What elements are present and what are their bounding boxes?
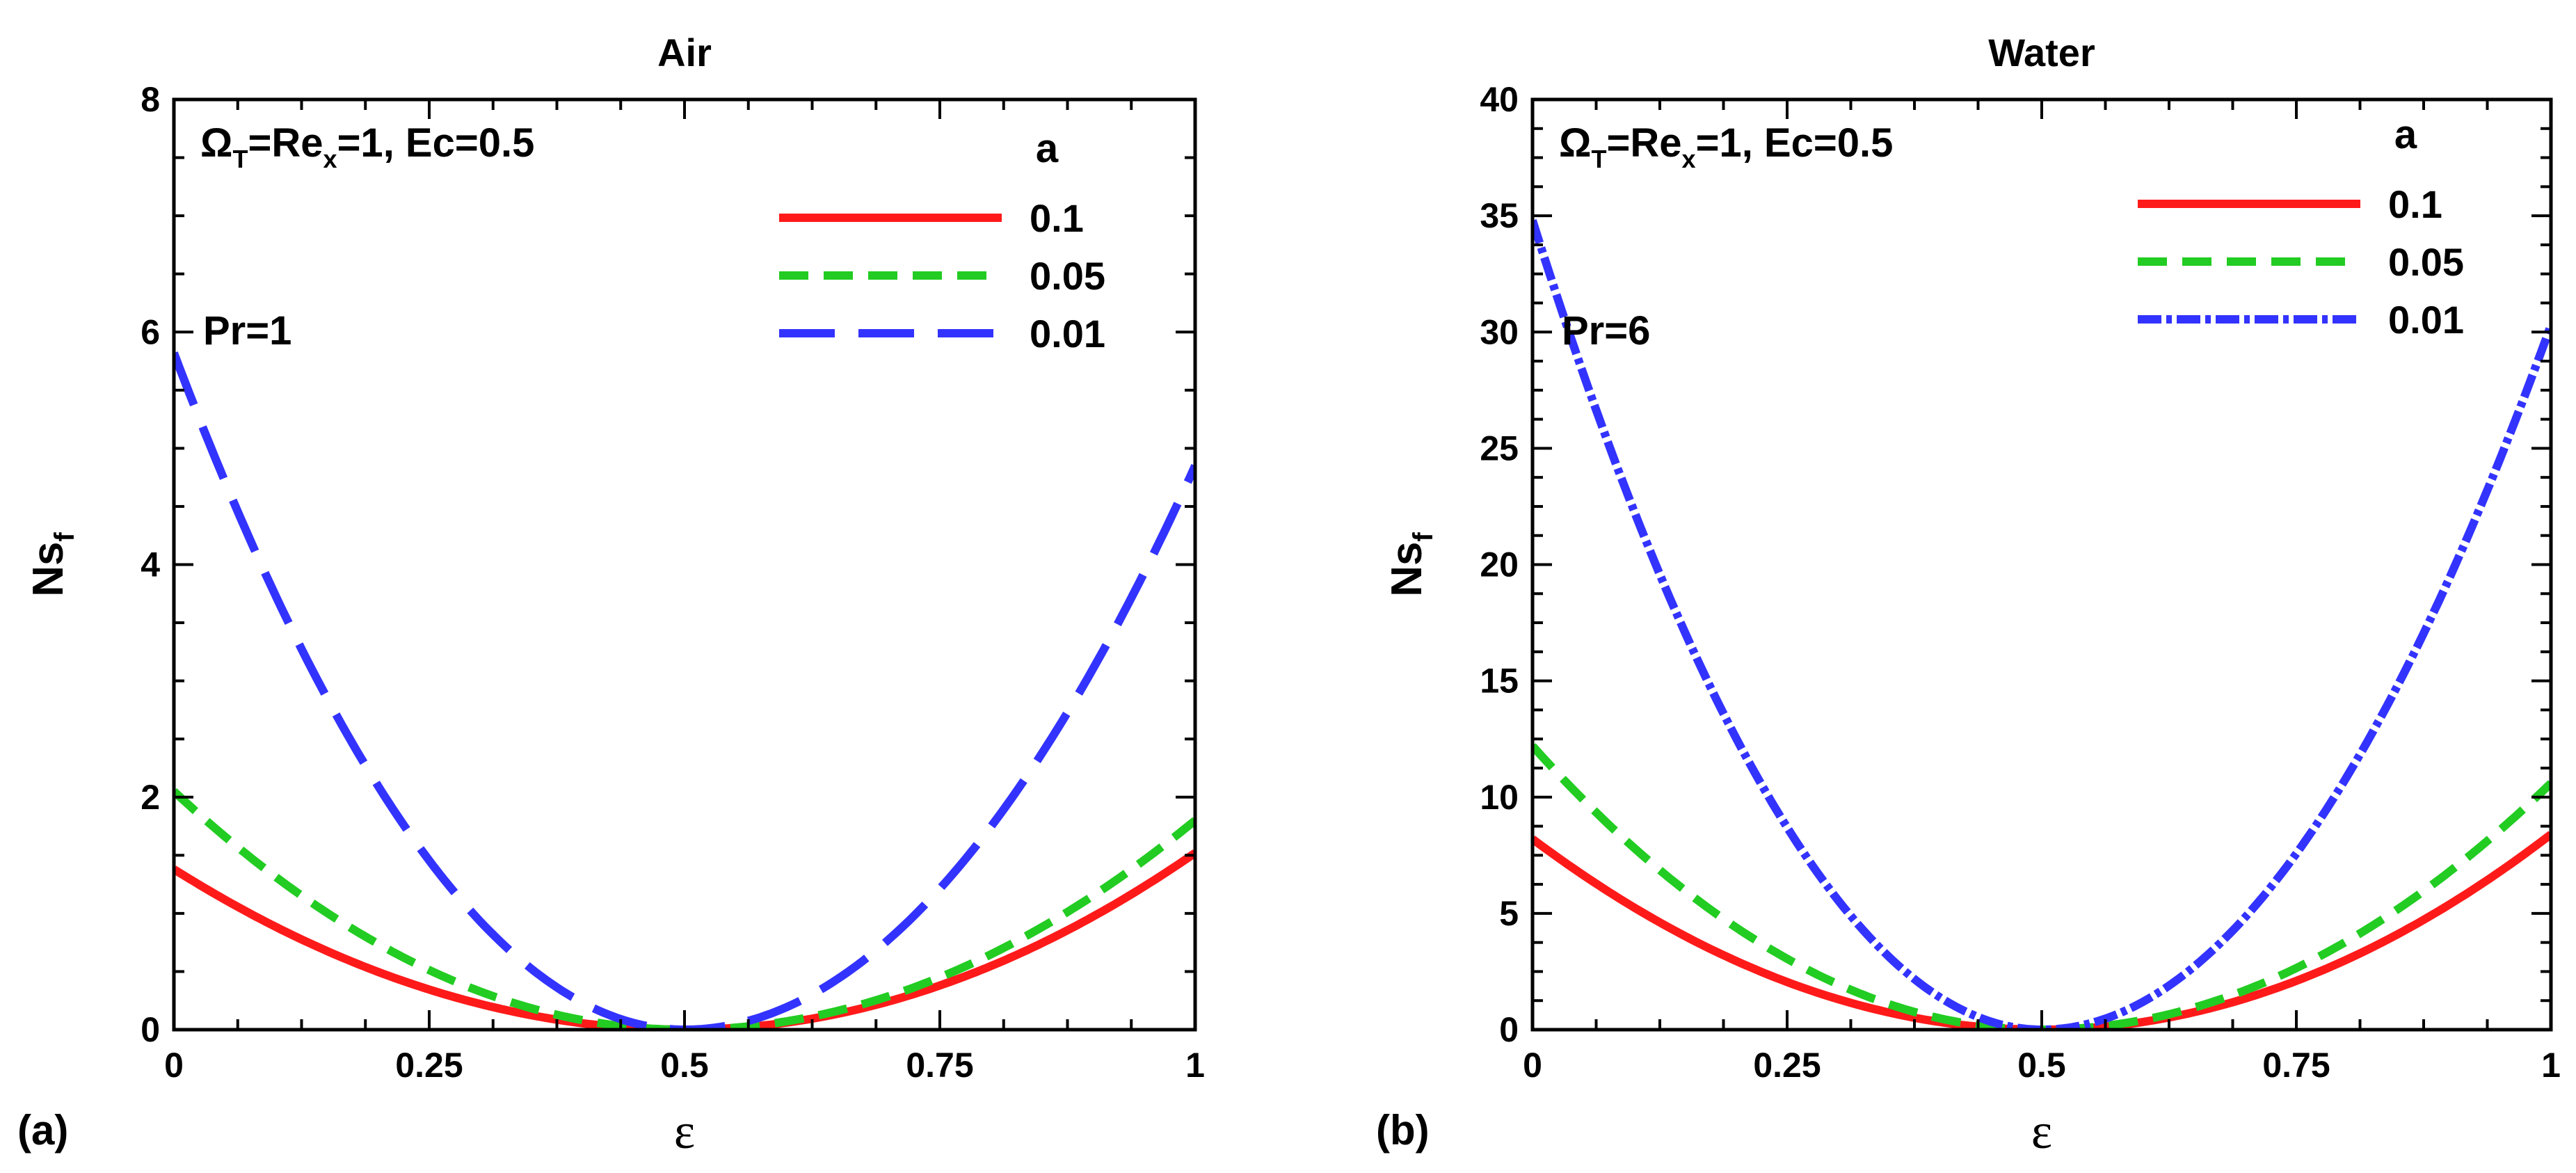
x-tick-label: 0.75 [2262,1046,2330,1085]
y-tick-label: 6 [141,312,160,351]
panel-label: (b) [1376,1107,1430,1154]
parameter-annotation: ΩT=Rex=1, Ec=0.5 [1559,120,1893,173]
y-axis-label-main: Ns [1383,542,1431,597]
x-tick-label: 1 [1185,1046,1205,1085]
x-tick-label: 0 [164,1046,184,1085]
panel-air: Air 0 0.25 0.5 0.75 1 0 2 4 6 8 ε Nsf (a) ΩT=Rex=1, Ec… [17,31,1205,1159]
legend: a 0.1 0.05 0.01 [2138,112,2464,342]
legend: a 0.1 0.05 0.01 [779,126,1105,356]
y-tick-label: 0 [1499,1010,1519,1049]
plot-frame [1530,97,2553,1032]
x-tick-label: 0.75 [906,1046,973,1085]
legend-label: 0.01 [1030,312,1105,356]
x-axis-label: ε [674,1103,695,1159]
series-line-0.1 [1533,831,2551,1030]
panel-label: (a) [17,1107,68,1154]
y-axis-label: Nsf [24,532,80,597]
series-line-0.05 [174,788,1195,1030]
omega-subscript: T [233,145,248,173]
y-axis-label-subscript: f [1408,532,1439,542]
omega-symbol: Ω [1559,120,1592,166]
series-line-0.1 [174,849,1195,1030]
legend-label: 0.05 [2388,240,2464,284]
x-axis-label: ε [2031,1103,2052,1159]
annotation-ec: =1, Ec=0.5 [337,120,535,166]
x-tick-label: 0.5 [660,1046,709,1085]
legend-label: 0.1 [2388,182,2442,226]
x-tick-label: 1 [2541,1046,2561,1085]
chart-title: Water [1988,31,2095,74]
chart-title: Air [657,31,712,74]
series-line-0.05 [1533,743,2551,1030]
x-tick-label: 0 [1523,1046,1542,1085]
y-axis-label: Nsf [1383,532,1439,597]
series-line-0.01 [1533,218,2551,1030]
legend-label: 0.05 [1030,254,1105,298]
curves [174,351,1195,1030]
x-tick-label: 0.5 [2017,1046,2066,1085]
x-tick-label: 0.25 [395,1046,463,1085]
y-tick-label: 35 [1480,196,1519,235]
legend-title: a [2394,112,2417,157]
legend-label: 0.01 [2388,298,2464,342]
y-axis-label-subscript: f [49,532,80,542]
omega-subscript: T [1592,145,1607,173]
series-line-0.01 [174,351,1195,1030]
y-tick-label: 8 [141,80,160,119]
parameter-annotation: ΩT=Rex=1, Ec=0.5 [200,120,534,173]
x-tick-label: 0.25 [1753,1046,1821,1085]
y-tick-label: 4 [141,545,160,584]
y-axis-label-main: Ns [24,542,72,597]
re-subscript: x [323,145,337,173]
y-tick-label: 10 [1480,778,1519,817]
y-tick-label: 15 [1480,662,1519,701]
annotation-re: =Re [248,120,323,166]
annotation-re: =Re [1607,120,1682,166]
y-tick-label: 0 [141,1010,160,1049]
y-tick-label: 5 [1499,894,1519,933]
y-tick-label: 25 [1480,429,1519,468]
curves [1533,218,2551,1030]
prandtl-label: Pr=1 [203,308,291,353]
y-tick-label: 30 [1480,312,1519,351]
omega-symbol: Ω [200,120,233,166]
annotation-ec: =1, Ec=0.5 [1696,120,1894,166]
re-subscript: x [1682,145,1696,173]
y-tick-label: 2 [141,778,160,817]
prandtl-label: Pr=6 [1562,308,1650,353]
legend-label: 0.1 [1030,196,1084,240]
legend-title: a [1036,126,1059,171]
y-tick-label: 20 [1480,545,1519,584]
y-tick-label: 40 [1480,80,1519,119]
